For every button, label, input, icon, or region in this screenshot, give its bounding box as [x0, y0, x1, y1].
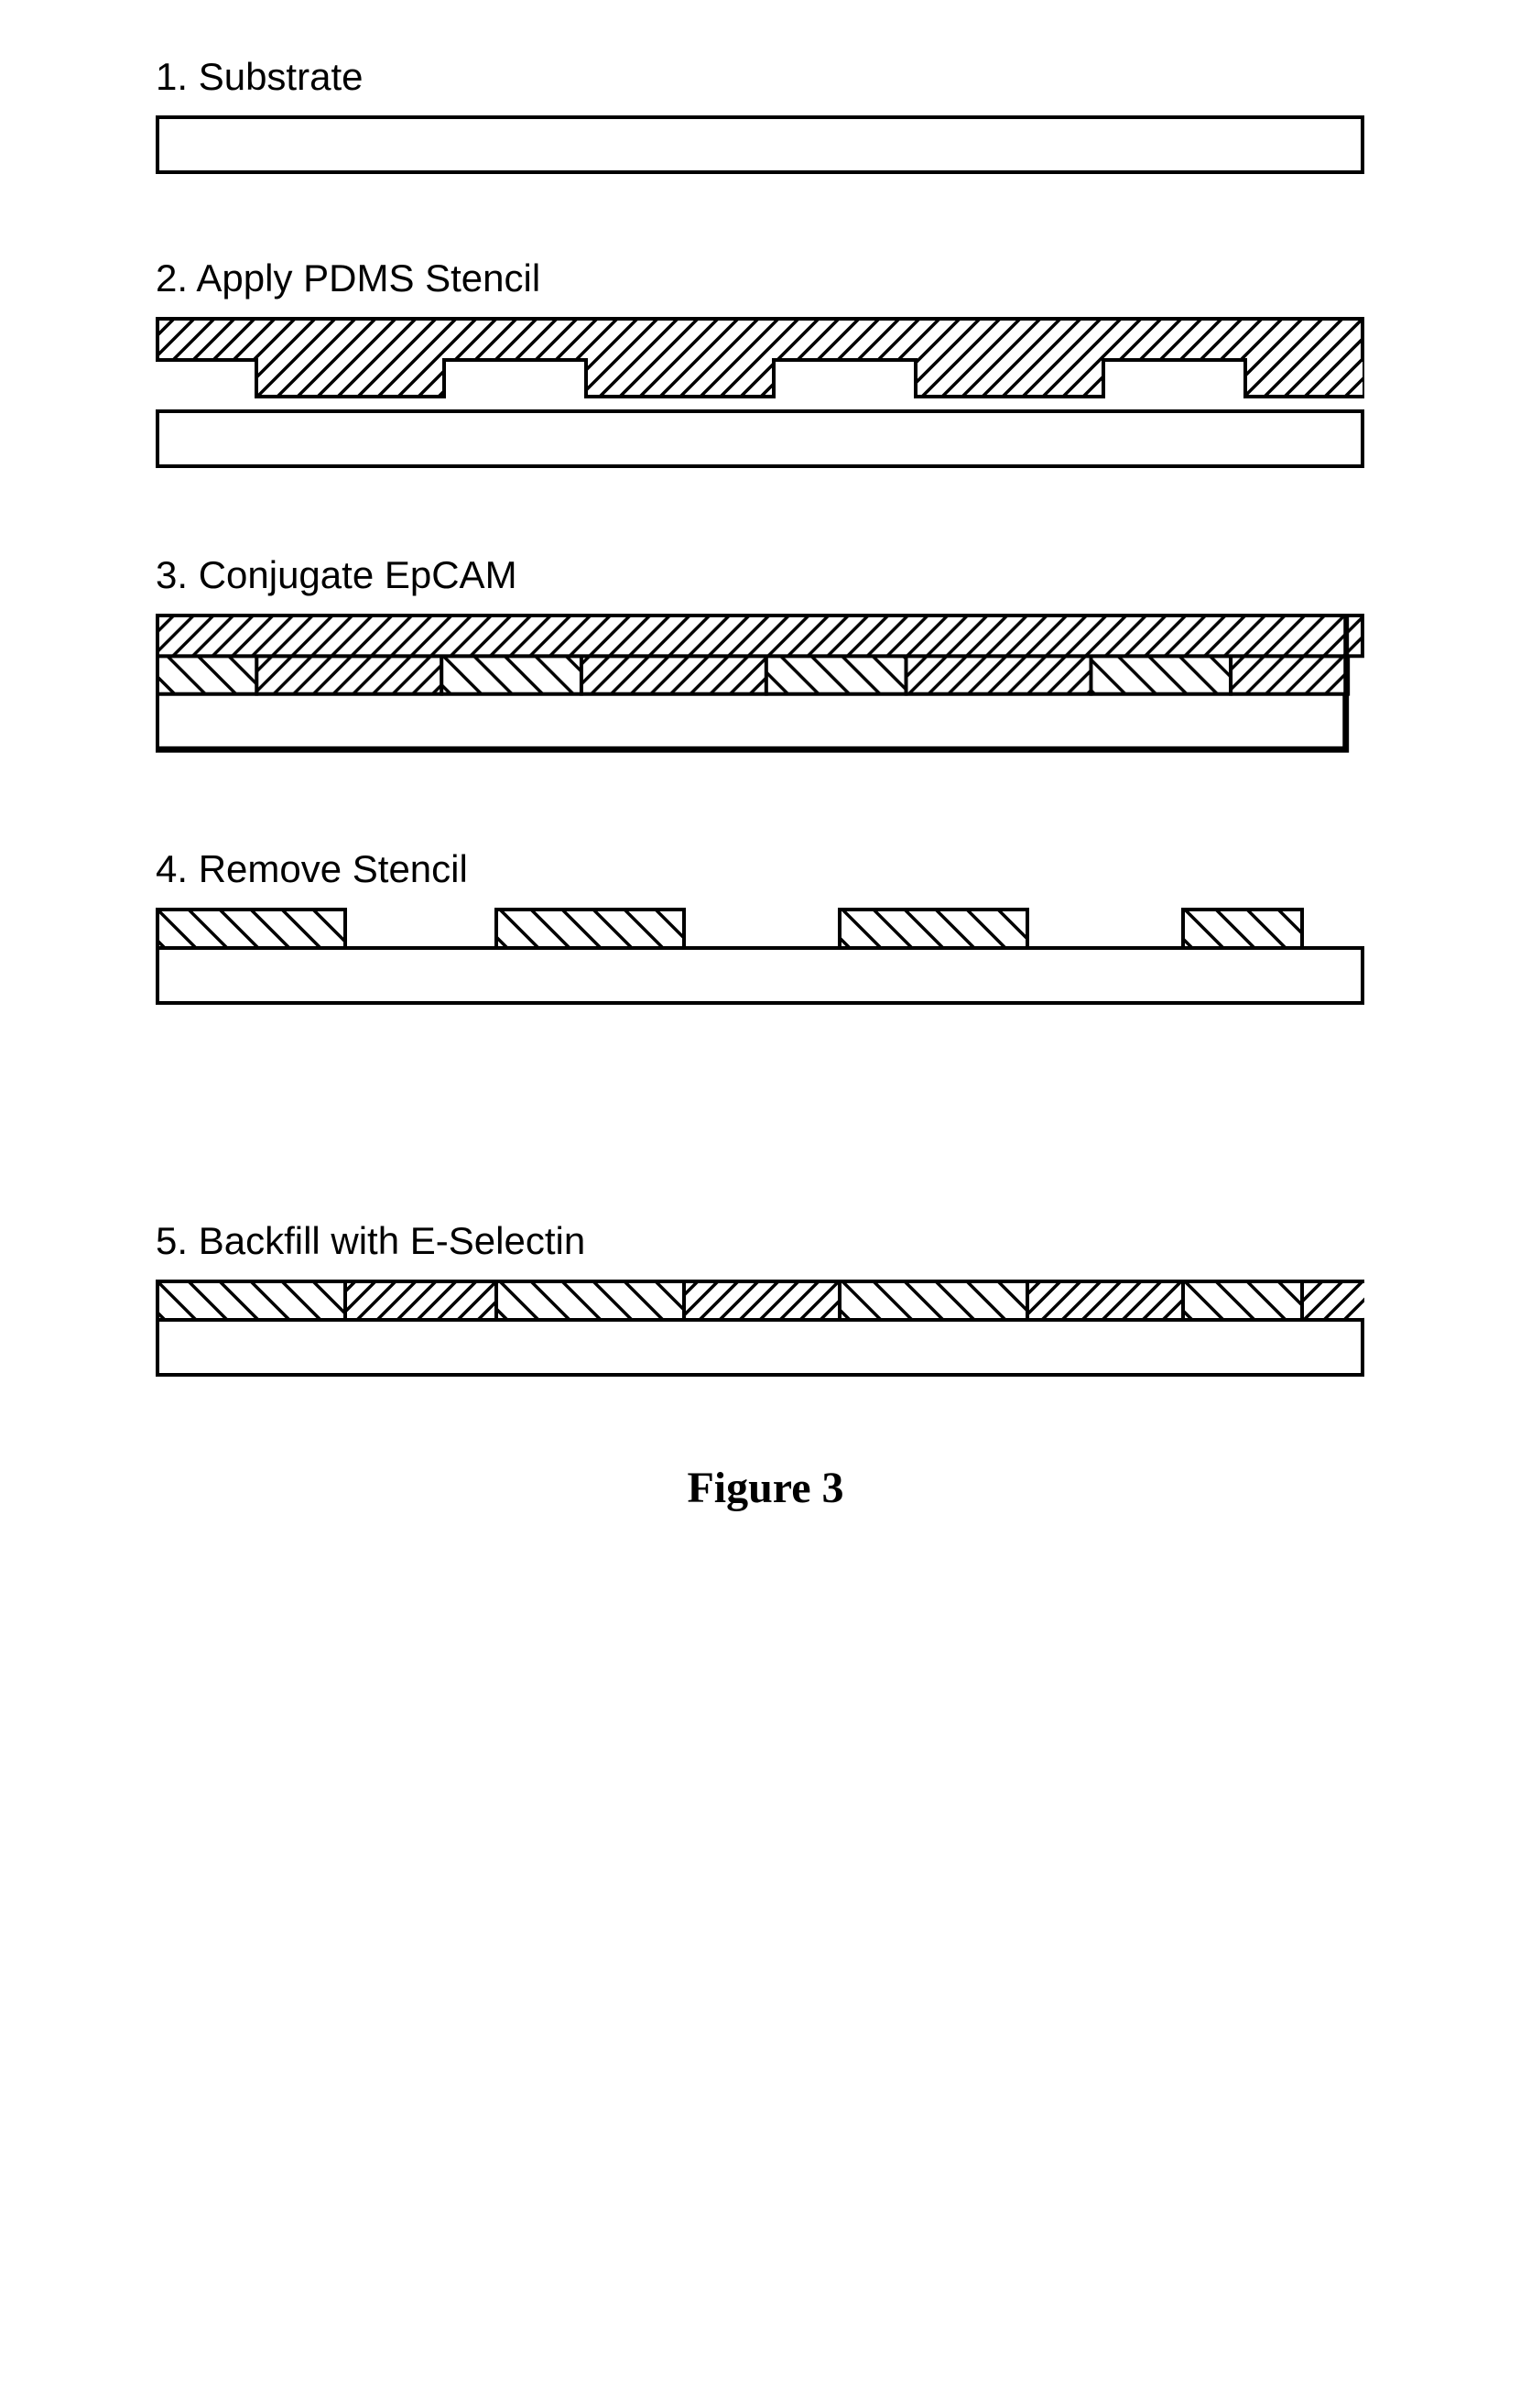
step-2-pdms-stencil: 2. Apply PDMS Stencil — [156, 256, 1375, 471]
step-2-diagram — [156, 317, 1364, 471]
step-5-label: 5. Backfill with E-Selectin — [156, 1219, 1375, 1263]
step-5-diagram — [156, 1280, 1364, 1380]
step-3-label: 3. Conjugate EpCAM — [156, 553, 1375, 597]
step-4-diagram — [156, 908, 1364, 1008]
step-2-label: 2. Apply PDMS Stencil — [156, 256, 1375, 300]
figure-caption: Figure 3 — [156, 1463, 1375, 1513]
step-1-substrate: 1. Substrate — [156, 55, 1375, 174]
step-1-diagram — [156, 115, 1364, 174]
step-3-diagram — [156, 614, 1364, 765]
step-3-conjugate-epcam: 3. Conjugate EpCAM — [156, 553, 1375, 765]
step-1-label: 1. Substrate — [156, 55, 1375, 99]
step-4-remove-stencil: 4. Remove Stencil — [156, 847, 1375, 1008]
step-5-backfill-eselectin: 5. Backfill with E-Selectin — [156, 1219, 1375, 1380]
step-4-label: 4. Remove Stencil — [156, 847, 1375, 891]
